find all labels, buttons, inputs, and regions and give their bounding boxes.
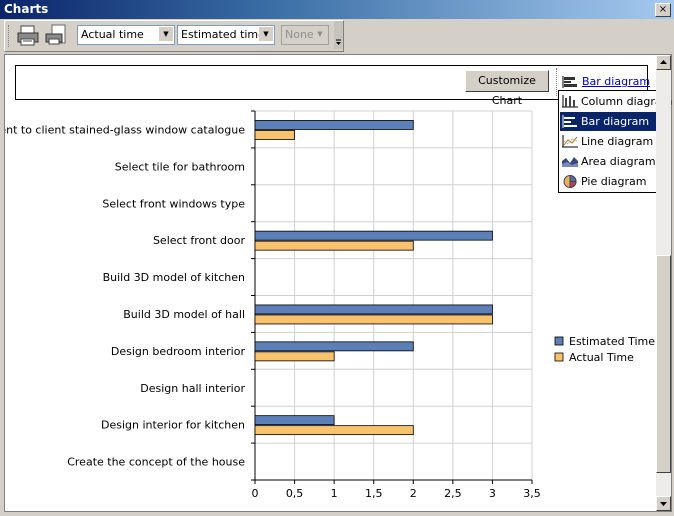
diagram-type-link[interactable]: Bar diagram — [562, 75, 650, 88]
bar-chart-icon — [562, 115, 577, 128]
category-label: Select tile for bathroom — [115, 160, 245, 173]
scrollbar-thumb[interactable] — [656, 255, 671, 473]
separator — [556, 68, 558, 96]
menu-item-area-diagram[interactable]: Area diagram — [560, 152, 660, 171]
arrow-down-icon — [660, 502, 667, 506]
pie-chart-icon — [563, 175, 577, 188]
category-label: Build 3D model of kitchen — [103, 271, 245, 284]
diagram-type-label: Bar diagram — [582, 75, 651, 88]
print-preview-icon — [45, 24, 66, 45]
category-label: Select front door — [153, 234, 246, 247]
dropdown-arrow-icon: ▼ — [313, 27, 327, 41]
estimated-time-select[interactable]: Estimated time ▼ — [177, 25, 275, 45]
bar-estimated-time — [254, 415, 335, 426]
bar-estimated-time — [254, 230, 493, 241]
column-chart-icon — [562, 95, 578, 108]
print-preview-button[interactable] — [43, 23, 69, 47]
category-label: Design interior for kitchen — [101, 419, 245, 432]
legend-swatch — [554, 352, 564, 362]
x-tick-label: 3 — [489, 487, 496, 500]
x-tick-label: 1 — [331, 487, 338, 500]
bar-estimated-time — [254, 341, 414, 352]
actual-time-select[interactable]: Actual time ▼ — [77, 25, 175, 45]
legend-swatch — [554, 336, 564, 346]
x-tick-label: 3,5 — [523, 487, 541, 500]
chart-options-bar: Customize Chart Bar diagram — [15, 65, 650, 107]
legend-label: Estimated Time — [569, 335, 655, 348]
toolbar: Actual time ▼ Estimated time ▼ None ▼ — [4, 20, 344, 52]
chart-panel: Customize Chart Bar diagram 0 0,5 1 1,5 2 2,5… — [4, 54, 672, 512]
customize-chart-button[interactable]: Customize Chart — [465, 70, 549, 107]
bar-actual-time — [254, 130, 295, 140]
x-tick-label: 2 — [410, 487, 417, 500]
window-title: Charts — [4, 2, 49, 16]
menu-item-column-diagram[interactable]: Column diagram — [560, 92, 672, 111]
scroll-up-button[interactable] — [656, 55, 671, 70]
bar-actual-time — [254, 314, 493, 325]
toolbar-grip[interactable] — [8, 25, 12, 47]
line-chart-icon — [562, 135, 578, 148]
close-button[interactable]: × — [655, 3, 671, 17]
printer-icon — [17, 25, 39, 46]
title-bar: Charts × — [0, 0, 674, 19]
vertical-scrollbar[interactable] — [656, 55, 671, 511]
scroll-down-button[interactable] — [656, 496, 671, 511]
arrow-up-icon — [660, 60, 667, 64]
estimated-time-value: Estimated time — [181, 28, 265, 41]
diagram-type-menu: Column diagram Bar diagram Line diagram … — [558, 90, 672, 193]
x-tick-label: 0 — [252, 487, 259, 500]
category-label: Select front windows type — [102, 197, 245, 210]
x-tick-label: 1,5 — [365, 487, 383, 500]
category-label: Design bedroom interior — [111, 345, 246, 358]
dropdown-arrow-icon[interactable]: ▼ — [259, 27, 273, 41]
x-tick-label: 2,5 — [444, 487, 462, 500]
bar-chart: 0 0,5 1 1,5 2 2,5 3 3,5 Present to client staine… — [5, 110, 655, 500]
bar-actual-time — [254, 240, 414, 251]
none-select: None ▼ — [281, 25, 329, 45]
print-button[interactable] — [15, 23, 41, 47]
bar-estimated-time — [254, 120, 414, 130]
category-label: Create the concept of the house — [67, 456, 245, 469]
legend-label: Actual Time — [569, 351, 634, 364]
area-chart-icon — [562, 157, 578, 167]
chevron-down-icon — [336, 39, 341, 45]
category-label: Present to client stained-glass window c… — [5, 123, 245, 136]
bar-actual-time — [254, 351, 335, 362]
category-label: Build 3D model of hall — [123, 308, 245, 321]
menu-item-pie-diagram[interactable]: Pie diagram — [560, 172, 660, 191]
category-label: Design hall interior — [140, 382, 245, 395]
bar-chart-icon — [562, 76, 577, 88]
toolbar-overflow-button[interactable] — [334, 21, 343, 49]
bar-estimated-time — [254, 304, 493, 315]
actual-time-value: Actual time — [81, 28, 144, 41]
dropdown-arrow-icon[interactable]: ▼ — [159, 27, 173, 41]
bar-actual-time — [254, 425, 414, 436]
none-value: None — [285, 28, 314, 41]
x-tick-label: 0,5 — [286, 487, 304, 500]
menu-item-bar-diagram[interactable]: Bar diagram — [560, 112, 660, 131]
menu-item-line-diagram[interactable]: Line diagram — [560, 132, 660, 151]
